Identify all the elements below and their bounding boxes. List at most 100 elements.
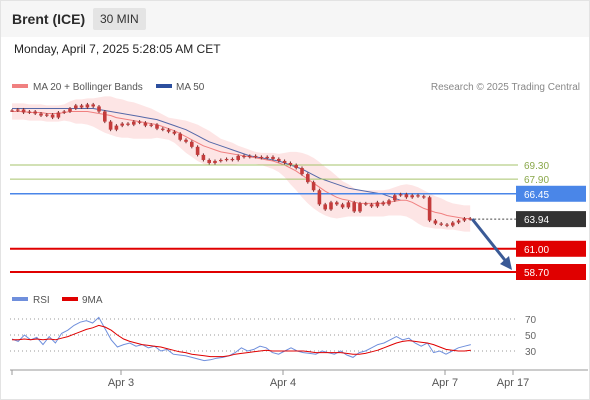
candle-body [10, 110, 14, 112]
candle-body [323, 204, 327, 210]
time-axis-label: Apr 17 [497, 377, 529, 389]
candle-body [27, 111, 32, 113]
candle-body [33, 111, 37, 114]
projection-arrow-head [500, 256, 512, 270]
candle-body [103, 111, 107, 122]
candle-body [433, 220, 438, 224]
candle-body [236, 155, 240, 160]
rsi-tick-30: 30 [525, 347, 537, 358]
rsi-line [11, 316, 471, 362]
candle-body [62, 111, 66, 113]
candle-body [375, 202, 380, 207]
candle-body [317, 190, 322, 205]
candle-body [149, 124, 153, 126]
candle-body [39, 113, 43, 116]
candle-body [50, 114, 55, 118]
bollinger-band-layer [12, 96, 471, 232]
candle-body [114, 125, 119, 130]
candle-body [230, 158, 235, 161]
price-tag-66.45 [516, 185, 586, 202]
candle-body [306, 174, 310, 183]
candle-body [201, 154, 206, 160]
time-axis-label: Apr 4 [270, 377, 296, 389]
rsi-9ma-line [12, 324, 471, 358]
ma50-line [12, 108, 401, 201]
candle-body [207, 159, 211, 163]
candle-body [143, 122, 148, 126]
candle-body [190, 141, 194, 147]
candle-body [108, 121, 113, 130]
legend-label-ma20: MA 20 + Bollinger Bands [33, 82, 143, 93]
candle-body [288, 162, 293, 165]
candle-body [311, 182, 316, 191]
price-tag-61.00 [516, 240, 586, 257]
candle-body [195, 146, 200, 155]
candle-body [346, 202, 351, 208]
candle-body [393, 195, 397, 201]
price-tag-last [516, 211, 586, 228]
candle-body [271, 156, 275, 159]
price-tag-text-58.70: 58.70 [524, 268, 549, 279]
time-axis: Apr 3 Apr 4 Apr 7 Apr 17 [10, 369, 588, 389]
candle-body [410, 195, 414, 198]
candle-body [161, 128, 165, 130]
candle-body [381, 202, 385, 205]
candle-body [456, 220, 461, 223]
candle-body [155, 124, 159, 129]
bollinger-band-area [12, 96, 471, 232]
legend-swatch-ma50 [156, 84, 172, 88]
candle-body [358, 203, 362, 212]
legend-swatch-ma20 [12, 84, 28, 88]
candle-body [404, 194, 409, 198]
candle-body [427, 197, 432, 221]
candle-body [248, 155, 252, 158]
candle-body [97, 106, 101, 112]
candle-body [219, 159, 223, 162]
candle-body [172, 131, 177, 134]
candle-body [166, 129, 171, 132]
legend-label-9ma: 9MA [82, 295, 103, 306]
price-tag-text-last: 63.94 [524, 215, 549, 226]
candle-body [468, 218, 472, 220]
candle-body [126, 123, 130, 125]
candle-body [85, 104, 90, 108]
candle-body [422, 196, 426, 198]
candle-body [21, 109, 26, 113]
candle-body [364, 203, 368, 205]
time-axis-label: Apr 7 [432, 377, 458, 389]
rsi-panel: 70 50 30 [10, 315, 537, 362]
candle-body [242, 155, 246, 158]
candle-body [335, 202, 339, 205]
candle-body [213, 160, 217, 163]
candle-body [387, 200, 391, 205]
candle-body [282, 160, 287, 163]
timeframe-badge[interactable]: 30 MIN [93, 8, 146, 30]
candles-layer [10, 102, 472, 228]
candle-body [132, 121, 136, 125]
price-tags-layer: 69.30 67.90 66.45 63.94 61.00 58.70 [471, 161, 586, 280]
candle-body [16, 109, 20, 111]
candle-body [451, 222, 455, 226]
candle-body [294, 165, 298, 169]
price-levels-layer [10, 164, 518, 273]
candle-body [369, 204, 374, 207]
price-tag-text-61.00: 61.00 [524, 245, 549, 256]
candle-body [120, 123, 124, 126]
candle-body [340, 204, 345, 208]
projection-arrow-shaft [471, 218, 510, 265]
candle-body [56, 112, 61, 118]
candle-body [445, 224, 449, 226]
legend-swatch-rsi [12, 297, 28, 301]
candle-body [68, 108, 72, 112]
header-bar: Brent (ICE) 30 MIN [1, 1, 589, 37]
candle-body [352, 202, 356, 212]
candle-body [265, 156, 269, 159]
legend-swatch-9ma [62, 297, 78, 301]
candle-body [300, 168, 304, 175]
candle-body [137, 121, 142, 123]
candle-body [224, 158, 229, 161]
candle-body [329, 202, 333, 210]
candle-body [439, 223, 443, 225]
